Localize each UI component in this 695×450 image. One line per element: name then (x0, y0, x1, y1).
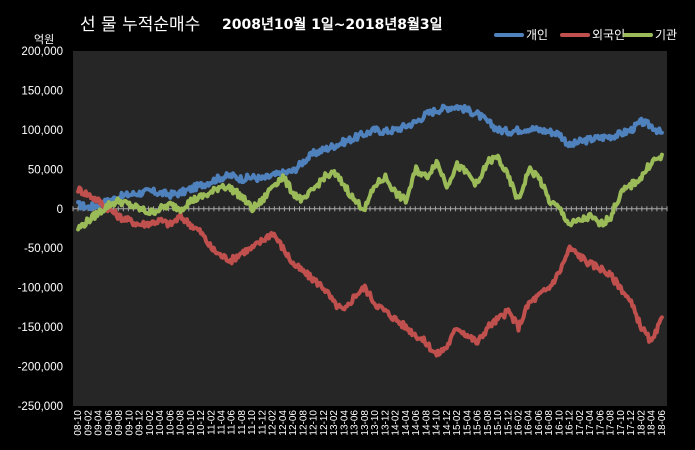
x-tick-label: 17-04 (585, 410, 596, 436)
series-line-3 (76, 152, 664, 232)
x-tick-label: 15-10 (493, 410, 504, 436)
x-tick-label: 13-12 (380, 410, 391, 436)
y-tick-label: 100,000 (21, 125, 63, 137)
legend-label-3: 기관 (655, 28, 677, 42)
x-tick-label: 11-08 (237, 410, 248, 435)
x-tick-label: 09-02 (83, 410, 94, 436)
x-tick-label: 09-06 (104, 410, 115, 436)
x-tick-label: 13-04 (339, 410, 350, 436)
y-axis-ticks: -250,000 -200,000 -150,000 -100,000 -50,000 0… (18, 46, 63, 413)
y-tick-label: 50,000 (28, 164, 63, 176)
y-tick-label: 150,000 (21, 85, 63, 97)
y-tick-label: 200,000 (21, 46, 63, 58)
x-tick-label: 15-02 (452, 410, 463, 436)
x-tick-label: 16-04 (524, 410, 535, 436)
x-tick-label: 12-12 (319, 410, 330, 436)
x-tick-label: 17-12 (626, 410, 637, 436)
x-tick-label: 11-12 (257, 410, 268, 435)
x-tick-label: 14-08 (421, 410, 432, 436)
x-tick-label: 10-04 (155, 410, 166, 436)
series-line-1 (76, 103, 664, 212)
x-tick-label: 13-06 (350, 410, 361, 436)
legend-label-2: 외국인 (592, 28, 625, 42)
x-tick-label: 16-06 (534, 410, 545, 436)
x-tick-label: 14-04 (401, 410, 412, 436)
x-tick-label: 14-02 (391, 410, 402, 436)
x-tick-label: 12-02 (268, 410, 279, 436)
x-tick-label: 08-10 (73, 410, 84, 436)
x-tick-label: 10-12 (196, 410, 207, 436)
x-tick-label: 10-10 (186, 410, 197, 436)
x-tick-label: 17-08 (606, 410, 617, 436)
x-tick-label: 12-04 (278, 410, 289, 436)
y-tick-label: -150,000 (18, 322, 63, 334)
x-tick-label: 12-08 (298, 410, 309, 436)
x-axis-ticks: 08-10 09-02 09-04 09-06 09-08 09-10 09-12 10-02… (73, 410, 668, 436)
x-tick-label: 09-10 (124, 410, 135, 436)
x-tick-label: 12-06 (288, 410, 299, 436)
x-tick-label: 14-10 (432, 410, 443, 436)
x-tick-label: 13-02 (329, 410, 340, 436)
x-tick-label: 14-12 (442, 410, 453, 436)
plot-area (73, 51, 667, 406)
x-tick-label: 15-06 (473, 410, 484, 436)
legend-label-1: 개인 (526, 28, 548, 42)
x-tick-label: 11-10 (247, 410, 258, 435)
x-tick-label: 13-08 (360, 410, 371, 436)
series-line-2 (76, 185, 664, 358)
y-tick-label: -250,000 (18, 401, 63, 413)
x-tick-label: 15-04 (462, 410, 473, 436)
x-tick-label: 16-12 (565, 410, 576, 436)
x-tick-label: 16-08 (544, 410, 555, 436)
chart-title: 선 물 누적순매수 (80, 15, 200, 35)
x-tick-label: 15-12 (503, 410, 514, 436)
x-tick-label: 17-06 (595, 410, 606, 436)
y-tick-label: -200,000 (18, 362, 63, 374)
y-tick-label: -100,000 (18, 283, 63, 295)
x-tick-label: 09-08 (114, 410, 125, 436)
x-tick-label: 13-10 (370, 410, 381, 436)
x-tick-label: 10-06 (165, 410, 176, 436)
y-axis-unit-label: 억원 (34, 33, 54, 46)
x-tick-label: 10-02 (145, 410, 156, 436)
x-tick-label: 18-06 (657, 410, 668, 436)
x-tick-label: 18-02 (636, 410, 647, 436)
y-tick-label: 0 (57, 204, 63, 216)
x-tick-label: 18-04 (647, 410, 658, 436)
x-tick-label: 14-06 (411, 410, 422, 436)
x-tick-label: 11-04 (217, 410, 228, 435)
x-tick-label: 09-04 (94, 410, 105, 436)
x-tick-label: 17-10 (616, 410, 627, 436)
x-tick-label: 16-02 (514, 410, 525, 436)
x-tick-label: 11-06 (227, 410, 238, 435)
x-tick-label: 16-10 (554, 410, 565, 436)
x-tick-label: 09-12 (135, 410, 146, 436)
legend: 개인 외국인 기관 (494, 28, 677, 42)
chart-subtitle: 2008년10월 1일~2018년8월3일 (222, 16, 443, 33)
x-tick-label: 17-02 (575, 410, 586, 436)
x-tick-label: 10-08 (176, 410, 187, 436)
x-tick-label: 15-08 (483, 410, 494, 436)
y-tick-label: -50,000 (24, 243, 63, 255)
x-tick-label: 12-10 (309, 410, 320, 436)
series-lines (76, 103, 664, 358)
x-tick-label: 11-02 (206, 410, 217, 435)
